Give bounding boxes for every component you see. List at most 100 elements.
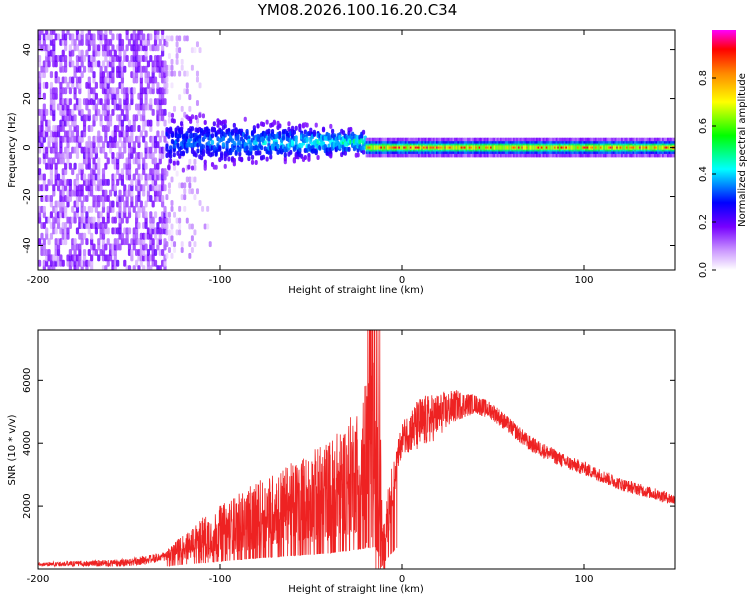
heatmap-cell	[593, 145, 596, 150]
bottom-axes: -200 -100 0 100 2000 4000 6000	[22, 330, 675, 585]
heatmap-cell	[436, 146, 439, 149]
colorbar-axis: 0.0 0.2 0.4 0.6 0.8	[698, 70, 716, 278]
heatmap-cell	[116, 125, 120, 133]
heatmap-cell	[409, 146, 413, 149]
heatmap-cell	[178, 133, 182, 139]
heatmap-cell	[550, 145, 554, 150]
heatmap-cell	[666, 146, 670, 149]
heatmap-cell	[87, 162, 91, 170]
heatmap-cell	[535, 146, 539, 149]
heatmap-cell	[170, 241, 174, 248]
heatmap-cell	[120, 232, 125, 240]
heatmap-cell	[161, 92, 165, 100]
heatmap-cell	[61, 200, 65, 208]
heatmap-cell	[170, 176, 174, 183]
heatmap-cell	[341, 130, 346, 136]
heatmap-cell	[617, 145, 621, 150]
heatmap-cell	[190, 165, 195, 171]
heatmap-cell	[142, 248, 146, 256]
heatmap-cell	[82, 232, 87, 240]
heatmap-cell	[188, 188, 192, 195]
heatmap-cell	[142, 168, 146, 176]
heatmap-cell	[343, 150, 347, 156]
heatmap-cell	[203, 159, 207, 165]
colorbar-label: Normalized spectral amplitude	[737, 73, 748, 227]
heatmap-cell	[480, 145, 483, 150]
heatmap-cell	[120, 38, 125, 46]
heatmap-cell	[214, 164, 218, 170]
heatmap-cell	[54, 135, 58, 143]
heatmap-cell	[194, 114, 198, 120]
top-x-axis-label: Height of straight line (km)	[288, 285, 424, 296]
heatmap-cell	[135, 216, 139, 224]
heatmap-cell	[648, 145, 652, 150]
heatmap-cell	[108, 30, 113, 36]
heatmap-cell	[365, 145, 368, 150]
heatmap-cell	[118, 98, 122, 106]
heatmap-cell	[104, 33, 108, 41]
heatmap-cell	[118, 54, 122, 62]
heatmap-cell	[156, 222, 160, 229]
heatmap-cell	[137, 265, 141, 270]
heatmap-cell	[78, 76, 82, 84]
heatmap-cell	[104, 151, 108, 159]
heatmap-cell	[455, 146, 458, 149]
heatmap-cell	[101, 216, 106, 224]
heatmap-cell	[161, 44, 165, 52]
heatmap-cell	[179, 121, 184, 127]
heatmap-cell	[66, 103, 70, 111]
heatmap-cell	[639, 146, 642, 149]
heatmap-cell	[87, 92, 91, 100]
heatmap-cell	[118, 49, 122, 57]
heatmap-cell	[132, 173, 136, 181]
heatmap-cell	[203, 165, 207, 171]
heatmap-cell	[80, 33, 84, 41]
heatmap-cell	[146, 248, 151, 256]
heatmap-cell	[42, 243, 46, 251]
heatmap-cell	[144, 243, 148, 251]
heatmap-cell	[49, 33, 54, 41]
heatmap-cell	[139, 81, 143, 89]
heatmap-cell	[94, 227, 98, 235]
heatmap-cell	[45, 30, 49, 36]
heatmap-cell	[178, 223, 182, 230]
heatmap-cell	[153, 157, 158, 165]
heatmap-cell	[181, 167, 185, 173]
heatmap-cell	[151, 71, 155, 79]
heatmap-cell	[153, 38, 158, 46]
heatmap-cell	[629, 146, 632, 149]
heatmap-cell	[185, 148, 189, 154]
heatmap-cell	[82, 254, 87, 262]
heatmap-cell	[101, 173, 106, 181]
heatmap-cell	[116, 259, 120, 267]
heatmap-cell	[201, 148, 205, 154]
heatmap-cell	[52, 30, 56, 36]
heatmap-cell	[59, 141, 63, 149]
heatmap-cell	[167, 188, 171, 195]
heatmap-cell	[238, 147, 242, 153]
heatmap-cell	[56, 33, 61, 41]
heatmap-cell	[118, 227, 122, 235]
heatmap-cell	[473, 145, 477, 150]
heatmap-cell	[260, 145, 264, 151]
heatmap-cell	[663, 146, 666, 149]
heatmap-cell	[185, 70, 189, 77]
heatmap-cell	[52, 103, 56, 111]
heatmap-cell	[38, 92, 42, 100]
colorbar-tick-label: 0.0	[698, 262, 709, 278]
heatmap-cell	[201, 113, 205, 119]
heatmap-cell	[175, 58, 179, 65]
heatmap-cell	[163, 108, 167, 116]
heatmap-cell	[413, 145, 416, 150]
heatmap-cell	[111, 200, 115, 208]
heatmap-cell	[75, 60, 80, 68]
heatmap-cell	[581, 146, 585, 149]
heatmap-cell	[481, 145, 485, 150]
heatmap-cell	[132, 87, 136, 95]
heatmap-cell	[314, 148, 318, 154]
heatmap-cell	[101, 248, 106, 256]
heatmap-cell	[80, 184, 84, 192]
heatmap-cell	[68, 87, 72, 95]
heatmap-cell	[183, 35, 187, 42]
heatmap-cell	[142, 184, 146, 192]
